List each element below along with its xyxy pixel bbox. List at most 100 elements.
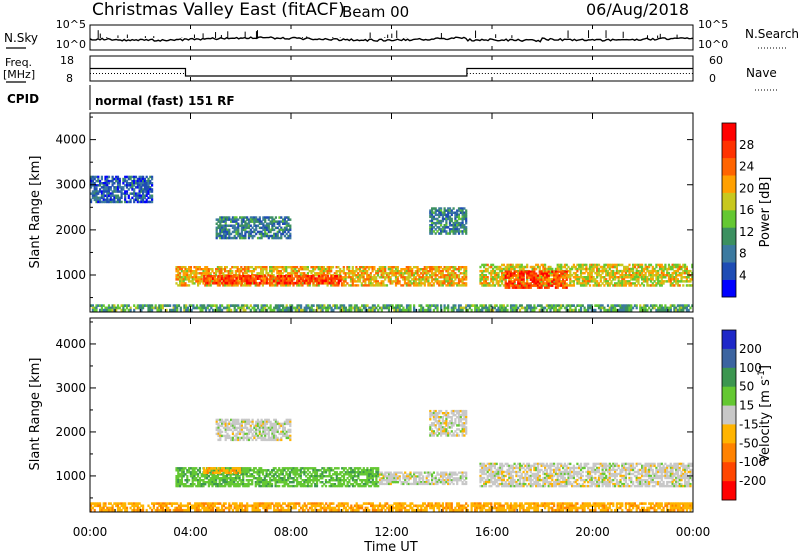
power-echo-cell: [538, 284, 541, 287]
power-echo-cell: [154, 306, 157, 310]
power-echo-cell: [310, 277, 313, 280]
velocity-echo-cell: [191, 475, 194, 478]
power-echo-cell: [357, 278, 360, 281]
power-echo-cell: [445, 221, 448, 225]
power-echo-cell: [461, 209, 464, 212]
power-echo-cell: [400, 272, 403, 275]
power-echo-cell: [260, 226, 263, 230]
power-echo-cell: [648, 269, 651, 273]
power-echo-cell: [651, 306, 654, 310]
power-echo-cell: [608, 274, 611, 277]
power-echo-cell: [369, 266, 372, 269]
power-echo-cell: [366, 278, 369, 281]
velocity-echo-cell: [215, 481, 218, 484]
power-echo-cell: [219, 232, 222, 236]
power-echo-cell: [239, 306, 242, 310]
power-echo-cell: [99, 190, 102, 193]
power-echo-cell: [211, 270, 214, 273]
velocity-echo-cell: [321, 471, 324, 474]
power-echo-cell: [306, 284, 309, 287]
power-echo-cell: [556, 274, 559, 277]
power-echo-cell: [387, 268, 390, 271]
power-echo-cell: [278, 270, 281, 273]
power-echo-cell: [321, 268, 324, 271]
power-echo-cell: [282, 220, 285, 223]
power-echo-cell: [262, 222, 265, 225]
power-echo-cell: [497, 271, 500, 275]
velocity-echo-cell: [184, 479, 187, 482]
velocity-echo-cell: [182, 467, 185, 470]
power-echo-cell: [526, 286, 529, 289]
velocity-echo-cell: [270, 484, 274, 488]
power-echo-cell: [149, 179, 152, 183]
power-echo-cell: [642, 274, 645, 277]
power-echo-cell: [285, 308, 288, 312]
power-echo-cell: [340, 282, 344, 285]
power-echo-cell: [107, 304, 111, 307]
velocity-echo-cell: [240, 473, 243, 476]
power-echo-cell: [465, 221, 468, 225]
velocity-echo-cell: [263, 483, 266, 486]
power-echo-cell: [675, 278, 678, 281]
power-echo-cell: [501, 306, 504, 310]
velocity-echo-cell: [288, 477, 292, 480]
power-echo-cell: [556, 278, 559, 281]
power-echo-cell: [542, 306, 545, 310]
velocity-echo-cell: [355, 467, 358, 470]
power-echo-cell: [508, 263, 511, 267]
power-echo-cell: [324, 268, 327, 271]
power-echo-cell: [100, 304, 103, 307]
power-echo-cell: [463, 274, 466, 277]
power-echo-cell: [355, 308, 358, 312]
power-echo-cell: [409, 280, 412, 283]
power-echo-cell: [384, 306, 387, 310]
velocity-echo-cell: [283, 477, 286, 480]
power-echo-cell: [192, 304, 195, 307]
power-echo-cell: [506, 284, 509, 287]
velocity-echo-cell: [245, 471, 248, 474]
power-echo-cell: [384, 304, 387, 307]
power-echo-cell: [237, 304, 240, 307]
velocity-echo-cell: [278, 467, 281, 470]
power-echo-cell: [520, 272, 523, 275]
power-echo-cell: [292, 266, 295, 269]
power-echo-cell: [219, 308, 222, 312]
power-echo-cell: [349, 280, 353, 283]
power-echo-cell: [520, 263, 523, 267]
velocity-echo-cell: [335, 479, 338, 482]
power-echo-cell: [515, 306, 518, 310]
power-echo-cell: [549, 265, 552, 269]
power-echo-cell: [272, 268, 275, 271]
nave-tick-top: 60: [709, 54, 723, 67]
power-echo-cell: [400, 276, 403, 279]
power-echo-cell: [682, 306, 685, 310]
power-echo-cell: [270, 278, 273, 281]
power-echo-cell: [526, 265, 529, 269]
power-echo-cell: [118, 177, 121, 181]
power-echo-cell: [526, 284, 529, 287]
power-echo-cell: [330, 279, 333, 283]
power-echo-cell: [253, 228, 256, 232]
velocity-echo-cell: [251, 475, 254, 478]
power-echo-cell: [450, 308, 453, 312]
power-echo-cell: [610, 274, 613, 277]
power-echo-cell: [280, 232, 283, 236]
power-echo-cell: [524, 270, 527, 273]
power-echo-cell: [296, 284, 299, 287]
power-echo-cell: [461, 226, 464, 229]
power-echo-cell: [576, 280, 579, 283]
power-echo-cell: [412, 274, 416, 277]
power-echo-cell: [97, 196, 100, 200]
power-echo-cell: [177, 274, 180, 277]
power-echo-cell: [540, 304, 543, 307]
power-echo-cell: [459, 306, 462, 310]
power-echo-cell: [342, 266, 345, 269]
power-echo-cell: [193, 266, 196, 269]
power-echo-cell: [151, 194, 154, 197]
power-echo-cell: [545, 286, 548, 289]
power-echo-cell: [242, 234, 245, 238]
power-echo-cell: [497, 306, 500, 310]
power-echo-cell: [450, 219, 453, 223]
power-echo-cell: [228, 281, 231, 285]
power-echo-cell: [279, 270, 282, 273]
